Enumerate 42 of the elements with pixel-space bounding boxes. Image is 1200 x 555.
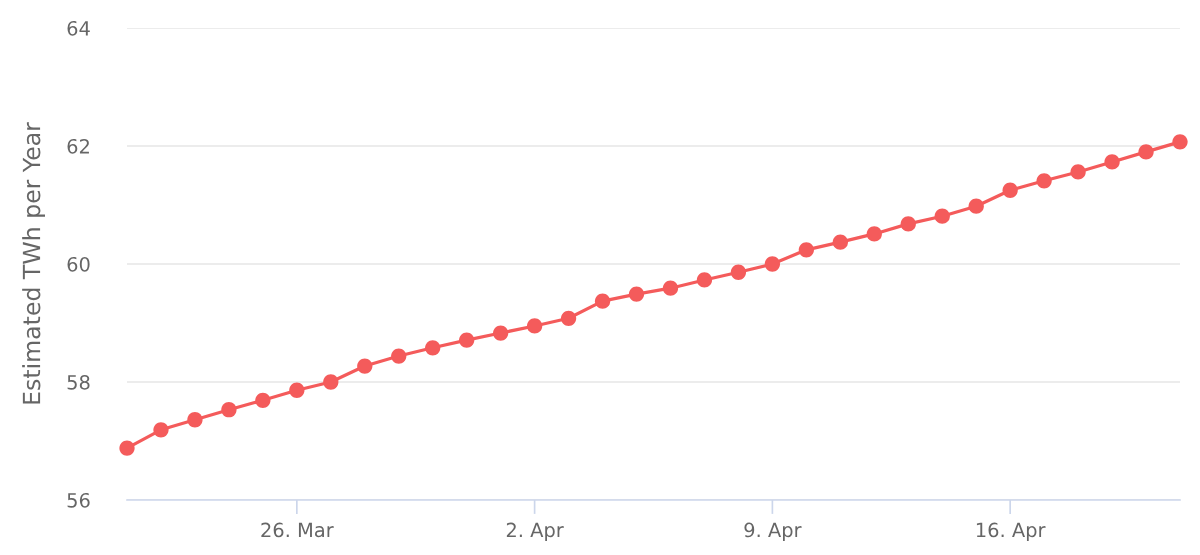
y-tick-label: 60 xyxy=(67,256,90,272)
x-tick-label: 16. Apr xyxy=(976,522,1046,542)
point xyxy=(459,332,475,348)
point xyxy=(1036,173,1052,189)
y-tick-label: 64 xyxy=(67,20,90,36)
y-tick-label: 56 xyxy=(67,492,90,508)
point xyxy=(153,422,169,438)
x-tick-label: 26. Mar xyxy=(261,522,334,538)
point xyxy=(866,226,882,242)
point xyxy=(391,348,407,364)
point xyxy=(628,286,645,302)
point xyxy=(1138,144,1154,160)
y-tick-label: 62 xyxy=(67,138,89,154)
point xyxy=(1104,154,1120,170)
point xyxy=(526,318,543,334)
point xyxy=(798,242,814,258)
point xyxy=(560,310,577,326)
point xyxy=(119,440,135,456)
point xyxy=(968,198,984,214)
point xyxy=(764,256,781,272)
point xyxy=(1172,134,1188,150)
point xyxy=(323,374,339,390)
point xyxy=(357,358,373,374)
point xyxy=(662,280,679,296)
point xyxy=(594,293,611,309)
y-tick-label: 58 xyxy=(67,374,90,390)
x-tick-label: 2. Apr xyxy=(506,522,564,542)
point xyxy=(221,402,237,418)
point xyxy=(289,382,305,398)
point xyxy=(696,272,713,288)
y-axis-title: Estimated TWh per Year xyxy=(22,122,45,404)
point xyxy=(425,340,441,356)
point xyxy=(900,216,916,232)
point xyxy=(934,208,950,224)
point xyxy=(255,392,271,408)
point xyxy=(187,412,203,428)
point xyxy=(730,264,747,280)
point xyxy=(1070,164,1086,180)
point xyxy=(1002,182,1018,198)
point xyxy=(493,325,509,341)
point xyxy=(832,234,848,250)
x-tick-label: 9. Apr xyxy=(744,522,802,542)
